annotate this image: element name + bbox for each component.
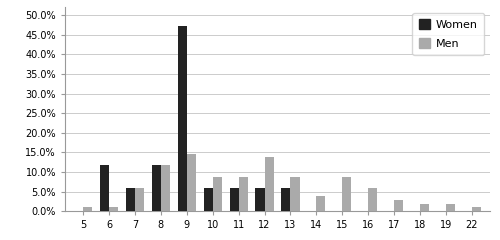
Bar — [178, 26, 187, 211]
Bar — [342, 177, 351, 211]
Bar — [161, 165, 170, 211]
Bar — [316, 196, 326, 211]
Bar — [264, 157, 274, 211]
Bar — [109, 207, 118, 211]
Bar — [282, 188, 290, 211]
Bar — [204, 188, 212, 211]
Bar — [126, 188, 135, 211]
Bar — [230, 188, 238, 211]
Bar — [368, 188, 378, 211]
Bar — [394, 200, 403, 211]
Bar — [83, 207, 92, 211]
Bar — [290, 177, 300, 211]
Legend: Women, Men: Women, Men — [412, 13, 484, 55]
Bar — [238, 177, 248, 211]
Bar — [187, 154, 196, 211]
Bar — [135, 188, 144, 211]
Bar — [420, 204, 429, 211]
Bar — [152, 165, 161, 211]
Bar — [100, 165, 109, 211]
Bar — [212, 177, 222, 211]
Bar — [472, 207, 481, 211]
Bar — [446, 204, 455, 211]
Bar — [256, 188, 264, 211]
